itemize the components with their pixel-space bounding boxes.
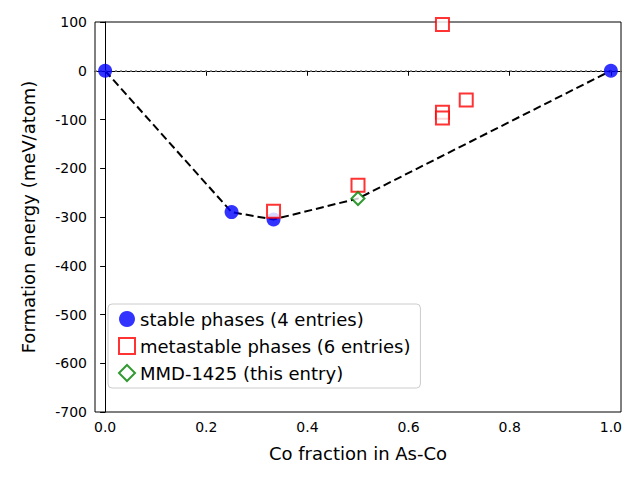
svg-text:0.8: 0.8 [499,419,521,435]
svg-text:0: 0 [78,63,87,79]
svg-text:100: 100 [60,14,87,30]
svg-text:-400: -400 [55,258,87,274]
svg-text:metastable phases (6 entries): metastable phases (6 entries) [140,336,410,357]
svg-text:1.0: 1.0 [600,419,622,435]
svg-text:-200: -200 [55,160,87,176]
svg-text:-100: -100 [55,112,87,128]
svg-text:-500: -500 [55,307,87,323]
svg-text:-600: -600 [55,355,87,371]
svg-text:stable phases (4 entries): stable phases (4 entries) [140,309,364,330]
svg-text:Formation energy (meV/atom): Formation energy (meV/atom) [18,81,39,354]
svg-text:0.0: 0.0 [94,419,116,435]
svg-text:MMD-1425 (this entry): MMD-1425 (this entry) [140,363,343,384]
svg-text:0.4: 0.4 [296,419,318,435]
svg-text:0.2: 0.2 [195,419,217,435]
svg-text:0.6: 0.6 [397,419,419,435]
svg-text:-700: -700 [55,404,87,420]
svg-text:-300: -300 [55,209,87,225]
svg-text:Co fraction in As-Co: Co fraction in As-Co [269,443,447,464]
